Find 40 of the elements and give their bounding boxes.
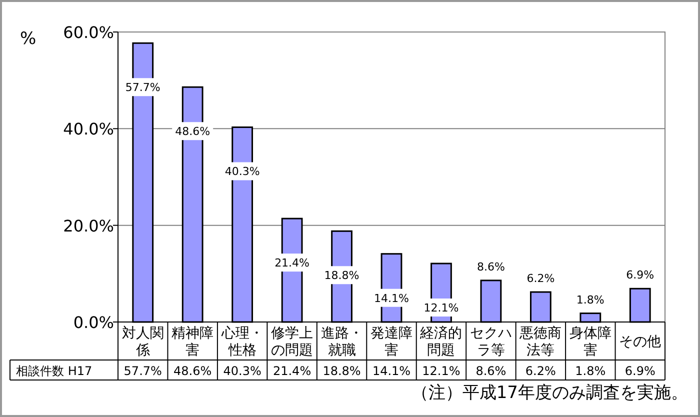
x-tick-label: 経済的問題	[419, 326, 462, 358]
data-label: 40.3%	[223, 364, 262, 378]
text: 57.7%	[125, 81, 160, 94]
text: 8.6%	[476, 260, 505, 274]
y-tick-label: 0.0%	[73, 313, 114, 332]
text: 6.9%	[626, 268, 654, 282]
text: 40.3%	[224, 165, 260, 178]
data-label: 18.8%	[322, 364, 361, 378]
text: 6.2%	[526, 272, 555, 286]
y-tick-label: 20.0%	[63, 216, 114, 236]
x-tick-label: セクハラ等	[470, 326, 512, 358]
data-label: 6.9%	[624, 364, 656, 378]
y-axis-title: %	[20, 29, 36, 49]
x-tick-label: 身体障害	[569, 326, 612, 358]
data-label: 12.1%	[422, 364, 460, 378]
x-tick-label: 発達障害	[370, 326, 412, 358]
x-tick-label: 進路・就職	[320, 326, 363, 358]
data-label: 14.1%	[372, 364, 411, 378]
x-tick-label: その他	[619, 334, 662, 350]
text: 21.4%	[274, 256, 310, 270]
text: 18.8%	[324, 269, 360, 282]
x-tick-label: 修学上の問題	[271, 326, 314, 358]
x-tick-label: 精神障害	[172, 326, 214, 358]
data-label: 1.8%	[575, 364, 606, 378]
data-label: 8.6%	[476, 364, 506, 378]
x-tick-label: 対人関係	[122, 326, 164, 358]
x-tick-label: 悪徳商法等	[518, 326, 562, 358]
x-tick-label: 心理・性格	[220, 326, 264, 358]
data-label: 6.2%	[525, 364, 556, 378]
text: 14.1%	[374, 292, 409, 305]
legend-label: 相談件数 H17	[16, 364, 92, 378]
y-tick-label: 60.0%	[63, 23, 114, 42]
text: 48.6%	[175, 125, 210, 138]
data-label: 57.7%	[124, 364, 162, 378]
text: 12.1%	[424, 302, 459, 315]
y-tick-label: 40.0%	[63, 120, 114, 139]
text: （注）平成17年度のみ調査を実施。	[411, 383, 688, 403]
text: 1.8%	[576, 293, 604, 306]
data-label: 48.6%	[174, 364, 212, 378]
data-label: 21.4%	[272, 364, 312, 378]
